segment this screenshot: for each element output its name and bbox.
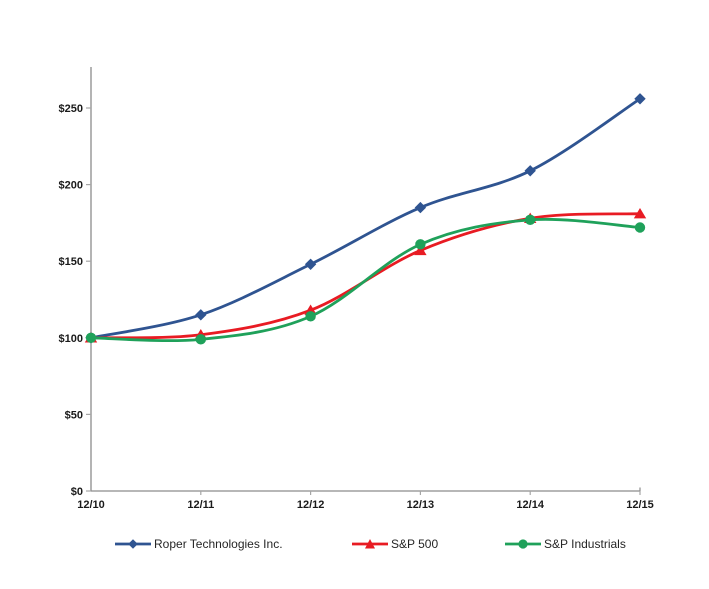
legend-item-roper-technologies-inc: Roper Technologies Inc. bbox=[115, 536, 283, 552]
series-marker-s-p-industrials bbox=[195, 334, 206, 345]
diamond-line-legend-icon bbox=[115, 539, 151, 549]
series-marker-s-p-500 bbox=[414, 244, 427, 256]
y-axis-label: $150 bbox=[59, 256, 83, 268]
y-axis-label: $250 bbox=[59, 103, 83, 115]
series-marker-roper-technologies-inc bbox=[634, 93, 646, 105]
y-axis-label: $0 bbox=[71, 486, 83, 498]
series-line-s-p-500 bbox=[89, 212, 642, 340]
series-line-roper-technologies-inc bbox=[89, 97, 642, 340]
legend-label-s-p-industrials: S&P Industrials bbox=[544, 537, 626, 551]
x-axis-label: 12/10 bbox=[77, 499, 105, 511]
x-axis-label: 12/15 bbox=[626, 499, 654, 511]
legend-label-s-p-500: S&P 500 bbox=[391, 537, 439, 551]
circle-line-legend-icon bbox=[505, 539, 541, 549]
series-marker-s-p-industrials bbox=[415, 239, 426, 250]
series-marker-s-p-industrials bbox=[634, 222, 646, 233]
series-marker-roper-technologies-inc bbox=[195, 309, 207, 321]
y-axis-label: $100 bbox=[59, 333, 83, 345]
series-marker-s-p-industrials bbox=[85, 332, 97, 343]
series-marker-roper-technologies-inc bbox=[304, 258, 317, 270]
legend-label-roper-technologies-inc: Roper Technologies Inc. bbox=[154, 537, 283, 551]
series-marker-s-p-industrials bbox=[525, 214, 536, 226]
series-marker-roper-technologies-inc bbox=[524, 165, 536, 177]
x-axis-label: 12/13 bbox=[407, 499, 435, 511]
chart-legend: Roper Technologies Inc. S&P 500 S&P Indust… bbox=[0, 536, 709, 552]
legend-item-s-p-industrials: S&P Industrials bbox=[505, 536, 626, 552]
series-marker-s-p-500 bbox=[633, 208, 647, 219]
y-axis-label: $200 bbox=[59, 180, 83, 192]
x-axis-label: 12/14 bbox=[516, 499, 544, 511]
triangle-line-legend-icon bbox=[352, 539, 388, 549]
series-marker-s-p-industrials bbox=[305, 311, 316, 322]
x-axis-label: 12/11 bbox=[187, 499, 214, 511]
series-line-s-p-industrials bbox=[89, 217, 642, 343]
y-axis-label: $50 bbox=[65, 409, 83, 421]
legend-item-s-p-500: S&P 500 bbox=[352, 536, 438, 552]
x-axis-label: 12/12 bbox=[297, 499, 325, 511]
series-marker-roper-technologies-inc bbox=[414, 201, 427, 214]
